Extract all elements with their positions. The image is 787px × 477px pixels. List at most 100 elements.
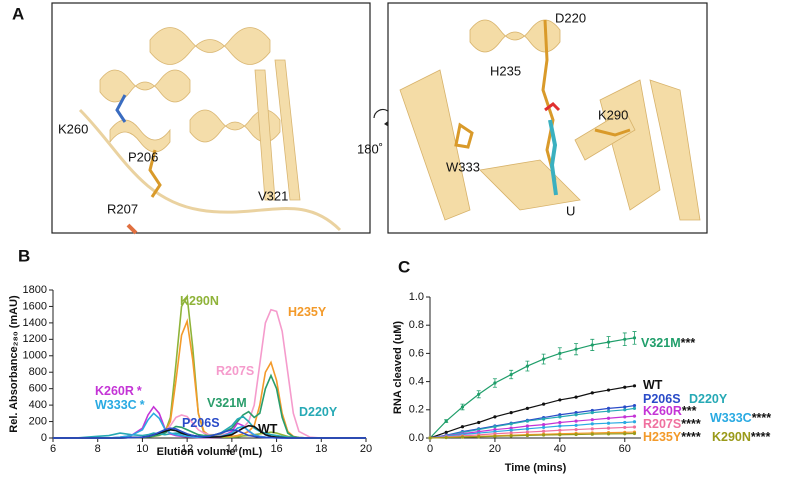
data-point <box>632 425 637 429</box>
data-point <box>493 415 497 419</box>
series-label: WT <box>258 422 278 436</box>
series-line <box>429 337 635 439</box>
data-point <box>509 428 513 432</box>
x-tick-label: 8 <box>95 443 101 455</box>
data-point <box>525 364 529 368</box>
series-name: K290N <box>180 294 219 308</box>
data-point <box>574 423 578 427</box>
x-tick-label: 6 <box>50 443 56 455</box>
x-axis-label: Elution volume (mL) <box>157 446 263 458</box>
y-tick-label: 1400 <box>23 317 47 329</box>
data-point <box>606 421 611 425</box>
series-label: K260R*** <box>643 404 697 418</box>
data-point <box>558 420 562 425</box>
x-tick-label: 18 <box>315 443 327 455</box>
residue-label: V321 <box>258 188 288 203</box>
data-point <box>509 411 513 415</box>
rotation-label: 180˚ <box>357 141 383 156</box>
data-point <box>460 405 465 409</box>
series-name: K260R <box>95 384 134 398</box>
series-name: K290N <box>712 430 751 444</box>
data-point <box>525 430 529 434</box>
series-label: K290N**** <box>712 430 771 444</box>
residue-label: H235 <box>490 63 521 78</box>
y-axis-label: Rel. Absorbance₂₈₀ (mAU) <box>8 295 20 433</box>
y-tick-label: 1000 <box>23 350 47 362</box>
series-line <box>429 426 635 439</box>
data-point <box>477 392 481 396</box>
y-tick-label: 0.2 <box>409 404 424 416</box>
data-point <box>525 419 529 423</box>
data-point <box>574 432 578 437</box>
series-name: H235Y <box>288 305 327 319</box>
data-point <box>542 402 546 406</box>
series-name: D220Y <box>299 405 338 419</box>
series-name: K260R <box>643 404 682 418</box>
data-point <box>558 398 562 402</box>
panel-label: C <box>398 257 410 276</box>
y-tick-label: 0.4 <box>409 376 424 388</box>
data-point <box>509 372 513 377</box>
x-tick-label: 12 <box>181 443 193 455</box>
data-point <box>558 433 562 437</box>
data-point <box>606 388 611 392</box>
data-point <box>542 429 546 433</box>
series-label: W333C * <box>95 398 145 412</box>
data-point <box>623 425 627 430</box>
x-tick-label: 40 <box>554 443 566 455</box>
data-point <box>477 435 481 439</box>
series-name: WT <box>258 422 278 436</box>
data-point <box>606 406 611 410</box>
x-axis-label: Time (mins) <box>505 462 567 474</box>
y-tick-label: 1.0 <box>409 291 424 303</box>
data-point <box>590 427 594 431</box>
data-point <box>632 431 637 436</box>
data-point <box>606 416 611 420</box>
series-name: W333C <box>710 411 752 425</box>
series-label: H235Y <box>288 305 327 319</box>
x-tick-label: 60 <box>619 443 631 455</box>
data-point <box>606 426 611 430</box>
series-line <box>429 421 635 439</box>
data-point <box>606 409 611 413</box>
panel-label: B <box>18 246 30 265</box>
series-line <box>429 432 635 439</box>
structure-left <box>51 2 371 235</box>
series-line <box>53 427 366 439</box>
data-point <box>632 420 637 424</box>
series-name: V321M <box>207 396 247 410</box>
series-line <box>429 404 635 439</box>
y-tick-label: 600 <box>29 383 47 395</box>
data-point <box>558 351 562 355</box>
residue-label: K290 <box>598 107 628 122</box>
residue-label: R207 <box>107 201 138 216</box>
residue-label: K260 <box>58 121 88 136</box>
series-name: H235Y <box>643 430 682 444</box>
series-label: K290N <box>180 294 219 308</box>
y-tick-label: 1600 <box>23 300 47 312</box>
series-label: W333C**** <box>710 411 771 425</box>
series-label: V321M <box>207 396 247 410</box>
series-name: P206S <box>643 392 681 406</box>
series-label: V321M*** <box>641 336 695 350</box>
data-point <box>460 425 465 429</box>
data-point <box>590 418 594 422</box>
series-name: WT <box>643 378 663 392</box>
y-tick-label: 400 <box>29 399 47 411</box>
data-point <box>632 403 637 408</box>
y-tick-label: 1200 <box>23 333 47 345</box>
data-point <box>632 414 637 418</box>
y-tick-label: 0.6 <box>409 347 424 359</box>
x-tick-label: 10 <box>136 443 148 455</box>
series-name: V321M <box>641 336 681 350</box>
series-name: R207S <box>643 417 681 431</box>
data-point <box>574 427 578 432</box>
data-point <box>558 424 562 428</box>
significance: *** <box>682 404 697 418</box>
series-label: P206S <box>182 416 220 430</box>
data-point <box>590 343 594 347</box>
data-point <box>542 417 546 421</box>
data-point <box>574 413 578 417</box>
data-point <box>542 423 546 427</box>
